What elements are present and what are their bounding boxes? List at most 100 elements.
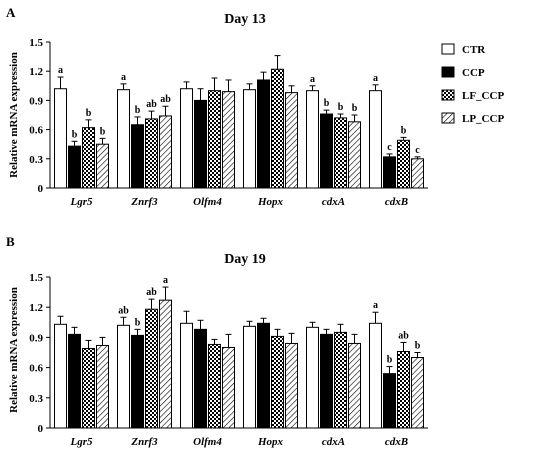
- x-tick-label: Znrf3: [130, 196, 158, 208]
- x-tick-label: Olfm4: [193, 436, 222, 448]
- y-tick-label: 1.2: [29, 302, 43, 314]
- significance-label: ab: [398, 330, 409, 341]
- legend-swatch-ccp: [441, 66, 455, 78]
- y-axis-label-b: Relative mRNA expression: [8, 287, 20, 413]
- bar-ctr-hopx: [243, 325, 256, 429]
- bar-ctr-olfm4: [180, 322, 193, 429]
- legend-label-ccp: CCP: [462, 67, 485, 79]
- bar-lf-ccp-cdxb: [397, 139, 410, 189]
- bar-lf-ccp-cdxb: [397, 350, 410, 429]
- legend-label-lp-ccp: LP_CCP: [462, 113, 504, 125]
- bar-group-olfm4-a: [180, 77, 235, 189]
- significance-label: b: [135, 105, 141, 116]
- bar-lp-ccp-lgr5: [96, 143, 109, 189]
- y-tick-label: 0: [38, 183, 44, 195]
- significance-label: a: [373, 73, 378, 84]
- bar-ctr-cdxa: [306, 326, 319, 429]
- bar-group-lgr5-b: [54, 315, 109, 429]
- significance-label: b: [72, 129, 78, 140]
- bar-ctr-hopx: [243, 89, 256, 189]
- bar-ctr-olfm4: [180, 88, 193, 189]
- legend-item-lf-ccp: LF_CCP: [441, 89, 504, 102]
- panel-letter-a: A: [6, 5, 16, 20]
- bar-group-olfm4-b: [180, 310, 235, 429]
- bar-lf-ccp-olfm4: [208, 343, 221, 429]
- bar-ccp-znrf3: [131, 124, 144, 189]
- legend-label-lf-ccp: LF_CCP: [462, 90, 504, 102]
- significance-label: b: [86, 108, 92, 119]
- bar-ctr-znrf3: [117, 89, 130, 189]
- y-tick-label: 0.9: [29, 332, 43, 344]
- x-tick-label: Hopx: [257, 436, 284, 448]
- legend-label-ctr: CTR: [462, 44, 486, 56]
- y-tick-label: 0.3: [29, 154, 43, 166]
- significance-label: a: [121, 72, 126, 83]
- y-tick-label: 1.5: [29, 272, 43, 284]
- y-tick-label: 1.2: [29, 66, 43, 78]
- bar-group-cdxa-a: ab b b: [306, 74, 361, 189]
- bar-ccp-hopx: [257, 79, 270, 189]
- significance-label: ab: [160, 94, 171, 105]
- legend-swatch-lf-ccp: [441, 89, 455, 101]
- significance-label: ab: [146, 99, 157, 110]
- bar-lp-ccp-olfm4: [222, 91, 235, 189]
- bar-ccp-cdxa: [320, 113, 333, 189]
- bar-lf-ccp-cdxa: [334, 117, 347, 189]
- legend-item-ccp: CCP: [441, 66, 485, 79]
- y-tick-label: 0.3: [29, 393, 43, 405]
- bar-lp-ccp-cdxb: [411, 357, 424, 429]
- bar-ccp-cdxa: [320, 333, 333, 429]
- significance-label: b: [135, 317, 141, 328]
- bar-ccp-olfm4: [194, 328, 207, 429]
- bar-group-cdxb-a: a cbc: [369, 73, 424, 189]
- bar-lp-ccp-olfm4: [222, 346, 235, 429]
- x-tick-label: cdxA: [322, 196, 345, 208]
- y-tick-label: 0: [38, 423, 44, 435]
- y-axis-label-a: Relative mRNA expression: [8, 52, 20, 178]
- legend-swatch-ctr: [441, 43, 455, 55]
- significance-label: ab: [146, 287, 157, 298]
- bar-ctr-znrf3: [117, 324, 130, 429]
- bar-ccp-znrf3: [131, 334, 144, 429]
- bar-group-hopx-a: [243, 55, 298, 189]
- bar-lp-ccp-cdxa: [348, 342, 361, 429]
- chart-title-a: Day 13: [224, 12, 266, 27]
- bar-ccp-lgr5: [68, 145, 81, 189]
- bar-ccp-cdxb: [383, 373, 396, 429]
- bar-lf-ccp-znrf3: [145, 308, 158, 429]
- significance-label: b: [401, 125, 407, 136]
- bar-group-cdxa-b: [306, 321, 361, 429]
- legend-item-ctr: CTR: [441, 43, 486, 56]
- significance-label: a: [373, 300, 378, 311]
- bar-lp-ccp-lgr5: [96, 344, 109, 429]
- panel-b: B Day 19 Relative mRNA expression 0 0.3 0.…: [6, 234, 428, 448]
- x-tick-label: Znrf3: [130, 436, 158, 448]
- significance-label: c: [387, 142, 392, 153]
- panel-letter-b: B: [6, 234, 15, 249]
- bar-lp-ccp-hopx: [285, 92, 298, 189]
- bar-ccp-cdxb: [383, 156, 396, 189]
- panel-a: A Day 13 Relative mRNA expression 0 0.3 0.…: [6, 5, 428, 208]
- bar-ccp-hopx: [257, 322, 270, 429]
- bar-lf-ccp-lgr5: [82, 127, 95, 189]
- y-tick-label: 1.5: [29, 37, 43, 49]
- significance-label: a: [310, 74, 315, 85]
- significance-label: b: [324, 98, 330, 109]
- bar-ctr-cdxb: [369, 90, 382, 189]
- x-tick-label: cdxB: [385, 436, 408, 448]
- y-tick-label: 0.6: [29, 363, 43, 375]
- bar-lp-ccp-hopx: [285, 342, 298, 429]
- x-tick-label: cdxB: [385, 196, 408, 208]
- bar-lf-ccp-hopx: [271, 68, 284, 189]
- x-tick-label: Lgr5: [70, 196, 94, 208]
- y-tick-label: 0.6: [29, 125, 43, 137]
- significance-label: a: [58, 65, 63, 76]
- significance-label: c: [415, 145, 420, 156]
